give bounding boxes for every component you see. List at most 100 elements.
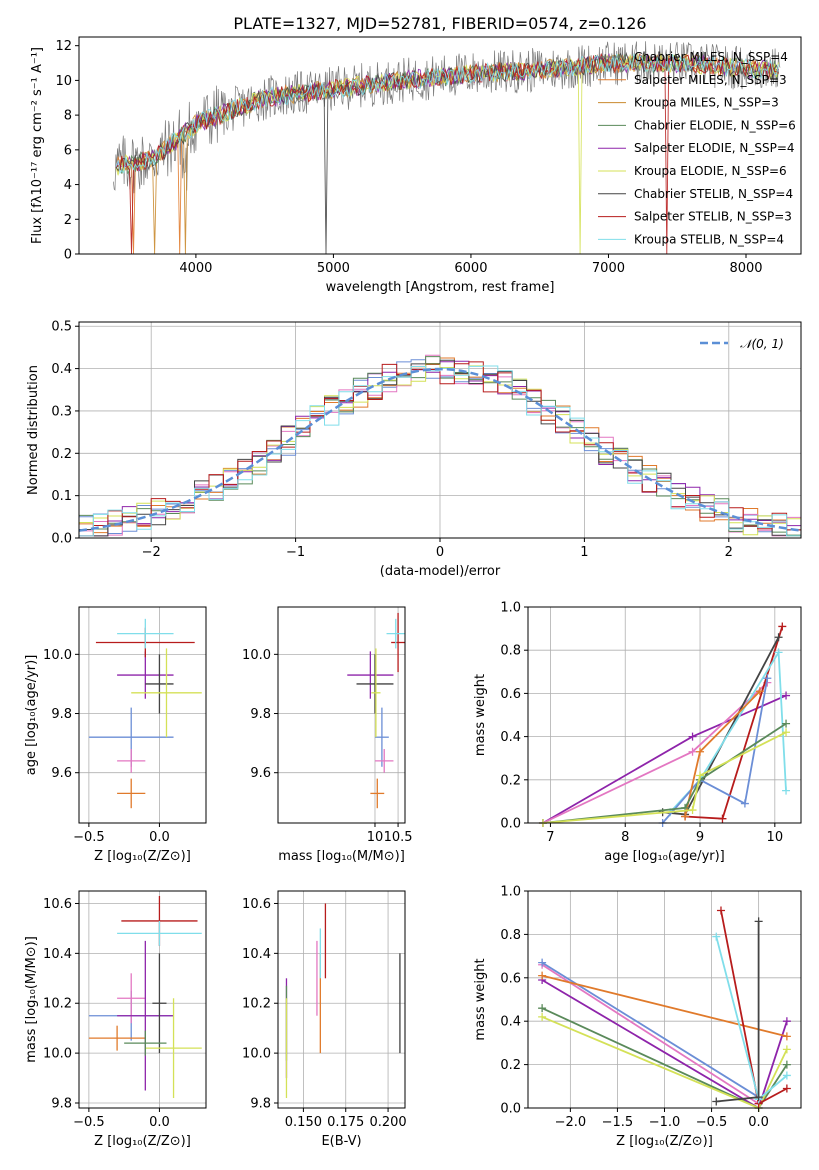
legend-entry: 𝒩(0, 1) — [740, 337, 784, 351]
weight-line — [542, 681, 768, 824]
weight-marker — [754, 917, 763, 926]
legend-entry: Salpeter STELIB, N_SSP=3 — [634, 210, 792, 224]
weight-marker — [778, 622, 787, 631]
y-tick-label: 9.8 — [250, 707, 271, 722]
x-tick-label: 0.150 — [285, 1115, 322, 1130]
x-tick-label: −1.5 — [602, 1115, 634, 1130]
y-axis-label: Flux [fλ10⁻¹⁷ erg cm⁻² s⁻¹ A⁻¹] — [30, 47, 45, 244]
residual-histogram-step — [79, 359, 801, 537]
weight-marker — [782, 1071, 791, 1080]
model-spectrum-line — [115, 52, 779, 255]
mass-vs-metallicity-panel: −0.5 0.0 9.8 10.0 10.2 10.4 10.6 Z [log₁₀(Z/Z⊙)… — [24, 890, 207, 1149]
weight-vs-metallicity-panel: −2.0 −1.5 −1.0 −0.5 0.0 0.0 0.2 0.4 0.6 0.8 1.0 Z [… — [473, 885, 802, 1149]
axes-frame — [78, 606, 207, 824]
legend-entry: Kroupa ELODIE, N_SSP=6 — [634, 164, 787, 178]
weight-marker — [712, 1097, 721, 1106]
weight-marker — [681, 812, 690, 821]
axes-frame — [277, 890, 406, 1109]
weight-line — [542, 694, 787, 824]
weight-marker — [782, 786, 791, 795]
weight-marker — [718, 814, 727, 823]
x-tick-label: 5000 — [317, 261, 350, 276]
weight-line — [542, 722, 787, 824]
x-tick-label: 8 — [621, 830, 629, 845]
y-tick-label: 0.8 — [500, 644, 521, 659]
spectrum-panel: 4000 5000 6000 7000 8000 0 2 4 6 8 10 12 wavelength … — [30, 36, 802, 295]
weight-line — [715, 936, 788, 1101]
weight-marker — [538, 1012, 547, 1021]
x-tick-label: −1 — [286, 545, 305, 560]
weight-marker — [782, 728, 791, 737]
age-vs-mass-panel: 10 10.5 9.6 9.8 10.0 mass [log₁₀(M/M⊙)] — [242, 606, 413, 864]
residual-histogram-step — [79, 361, 801, 537]
x-axis-label: mass [log₁₀(M/M⊙)] — [278, 849, 405, 864]
y-tick-label: 1.0 — [500, 601, 521, 616]
y-axis-label: mass [log₁₀(M/M⊙)] — [24, 936, 39, 1063]
y-axis-label: age [log₁₀(age/yr)] — [24, 655, 39, 776]
weight-marker — [716, 906, 725, 915]
weight-marker — [688, 806, 697, 815]
x-tick-label: 7000 — [592, 261, 625, 276]
x-tick-label: −1.0 — [649, 1115, 681, 1130]
x-tick-label: 4000 — [179, 261, 212, 276]
weight-marker — [538, 958, 547, 967]
axes-frame — [527, 606, 802, 824]
y-tick-label: 0.5 — [51, 320, 72, 335]
legend-entry: Chabrier STELIB, N_SSP=4 — [634, 187, 793, 201]
weight-marker — [712, 932, 721, 941]
y-tick-label: 10.6 — [43, 897, 72, 912]
y-tick-label: 0.0 — [500, 817, 521, 832]
y-tick-label: 4 — [64, 178, 72, 193]
x-axis-label: (data-model)/error — [380, 564, 501, 579]
weight-line — [720, 910, 788, 1106]
age-vs-metallicity-panel: −0.5 0.0 9.6 9.8 10.0 Z [log₁₀(Z/Z⊙)] age [log… — [24, 606, 207, 864]
x-tick-label: 1 — [580, 545, 588, 560]
y-tick-label: 9.6 — [250, 766, 271, 781]
weight-marker — [782, 719, 791, 728]
y-tick-label: 10.0 — [242, 648, 271, 663]
weight-marker — [782, 1017, 791, 1026]
weight-marker — [782, 1032, 791, 1041]
weight-marker — [763, 674, 772, 683]
weight-marker — [755, 687, 764, 696]
y-tick-label: 12 — [55, 39, 72, 54]
x-tick-label: 9 — [696, 830, 704, 845]
weight-marker — [782, 1060, 791, 1069]
x-axis-label: Z [log₁₀(Z/Z⊙)] — [94, 1134, 191, 1149]
x-tick-label: 0.0 — [149, 830, 170, 845]
y-axis-label: mass weight — [473, 674, 488, 756]
weight-line — [684, 690, 761, 817]
y-axis-label: Normed distribution — [26, 365, 41, 495]
x-tick-label: 0 — [436, 545, 444, 560]
weight-marker — [538, 1004, 547, 1013]
weight-marker — [754, 1093, 763, 1102]
axes-frame — [277, 606, 406, 824]
y-tick-label: 0.4 — [51, 362, 72, 377]
weight-marker — [688, 747, 697, 756]
x-tick-label: 8000 — [729, 261, 762, 276]
y-tick-label: 10 — [55, 74, 72, 89]
axes-frame — [78, 890, 207, 1109]
weight-marker — [782, 1045, 791, 1054]
x-axis-label: E(B-V) — [321, 1134, 361, 1149]
x-tick-label: 2 — [725, 545, 733, 560]
x-tick-label: 0.0 — [149, 1115, 170, 1130]
y-tick-label: 8 — [64, 109, 72, 124]
weight-marker — [774, 633, 783, 642]
x-tick-label: 0.200 — [369, 1115, 406, 1130]
y-tick-label: 0.4 — [500, 730, 521, 745]
x-axis-label: age [log₁₀(age/yr)] — [604, 849, 725, 864]
y-tick-label: 0.1 — [51, 489, 72, 504]
y-tick-label: 0.2 — [500, 1058, 521, 1073]
y-tick-label: 0.0 — [51, 532, 72, 547]
legend-entry: Chabrier ELODIE, N_SSP=6 — [634, 118, 796, 132]
figure-title: PLATE=1327, MJD=52781, FIBERID=0574, z=0… — [233, 14, 646, 33]
y-tick-label: 0.2 — [500, 773, 521, 788]
weight-marker — [688, 732, 697, 741]
y-tick-label: 6 — [64, 143, 72, 158]
y-tick-label: 2 — [64, 213, 72, 228]
legend-entry: Salpeter MILES, N_SSP=3 — [634, 73, 787, 87]
x-tick-label: 7 — [546, 830, 554, 845]
weight-marker — [782, 1084, 791, 1093]
